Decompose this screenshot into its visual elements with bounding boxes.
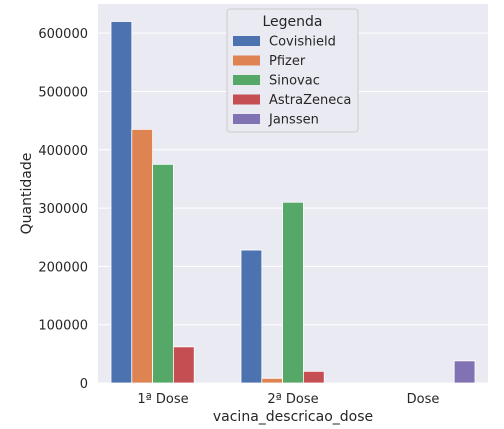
bar-covishield: [110, 21, 133, 384]
bar-pfizer: [131, 128, 154, 384]
x-tick-label: 1ª Dose: [137, 392, 188, 407]
x-axis-label: vacina_descricao_dose: [213, 409, 373, 425]
x-tick-label: 2ª Dose: [267, 392, 318, 407]
legend-swatch: [233, 75, 260, 85]
bar-sinovac: [282, 201, 304, 384]
legend-swatch: [233, 36, 260, 46]
bars: [110, 21, 476, 384]
y-tick-label: 100000: [38, 319, 88, 334]
legend-entry: AstraZeneca: [269, 93, 351, 108]
legend-entry: Janssen: [268, 113, 319, 128]
y-tick-label: 300000: [38, 202, 88, 217]
legend-title: Legenda: [262, 14, 322, 30]
bar-covishield: [240, 249, 263, 384]
legend-swatch: [233, 114, 260, 124]
legend-entry: Pfizer: [269, 54, 306, 69]
y-tick-label: 500000: [38, 85, 88, 100]
legend-swatch: [233, 55, 260, 66]
bar-janssen: [453, 360, 476, 384]
legend-entry: Sinovac: [269, 74, 320, 89]
x-tick-label: Dose: [407, 392, 440, 407]
y-tick-label: 200000: [38, 260, 88, 275]
legend: Legenda Covishield Pfizer Sinovac AstraZene…: [226, 8, 359, 133]
bar-pfizer: [261, 377, 283, 384]
x-tick-labels: 1ª Dose 2ª Dose Dose: [137, 392, 439, 407]
y-tick-labels: 0 100000 200000 300000 400000 500000 600000: [38, 27, 88, 392]
bar-astrazeneca: [172, 346, 195, 384]
y-axis-label: Quantidade: [19, 153, 35, 235]
bar-astrazeneca: [302, 370, 325, 384]
y-tick-label: 0: [80, 377, 88, 392]
y-tick-label: 600000: [38, 27, 88, 42]
y-tick-label: 400000: [38, 144, 88, 159]
bar-sinovac: [152, 163, 174, 384]
legend-entry: Covishield: [269, 35, 336, 50]
legend-swatch: [233, 94, 260, 105]
